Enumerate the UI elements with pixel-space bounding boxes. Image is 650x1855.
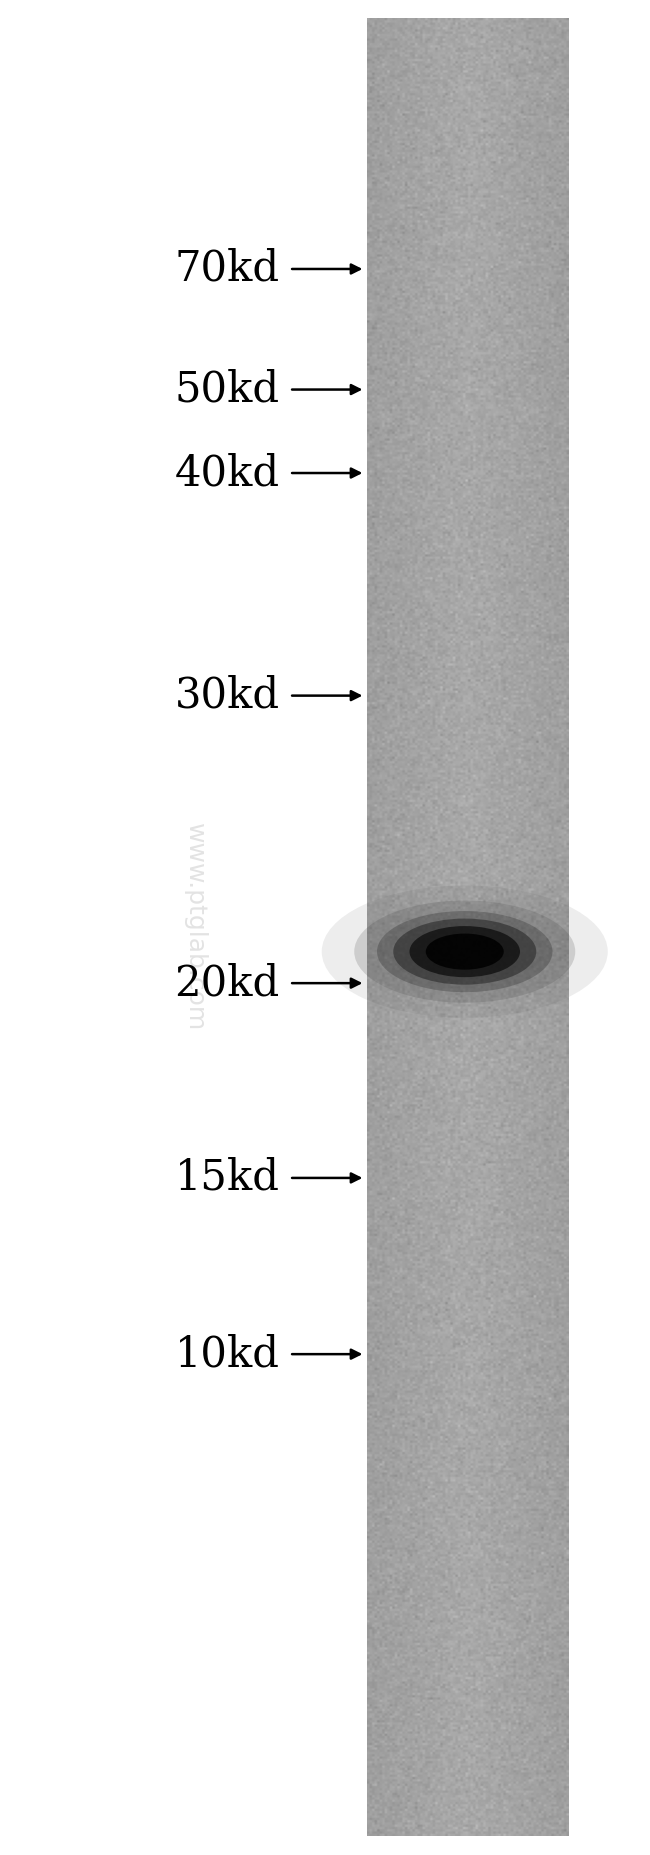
- Text: 10kd: 10kd: [174, 1334, 280, 1375]
- Ellipse shape: [377, 911, 552, 992]
- Text: 40kd: 40kd: [174, 453, 280, 493]
- Ellipse shape: [393, 918, 536, 985]
- Text: 70kd: 70kd: [174, 249, 280, 289]
- Text: www.ptglab.com: www.ptglab.com: [183, 824, 207, 1031]
- Ellipse shape: [410, 926, 520, 978]
- Text: 30kd: 30kd: [174, 675, 280, 716]
- Ellipse shape: [426, 933, 504, 970]
- Text: 15kd: 15kd: [174, 1158, 280, 1198]
- Ellipse shape: [322, 885, 608, 1018]
- Text: 20kd: 20kd: [174, 963, 280, 1004]
- Text: 50kd: 50kd: [174, 369, 280, 410]
- Ellipse shape: [354, 900, 575, 1004]
